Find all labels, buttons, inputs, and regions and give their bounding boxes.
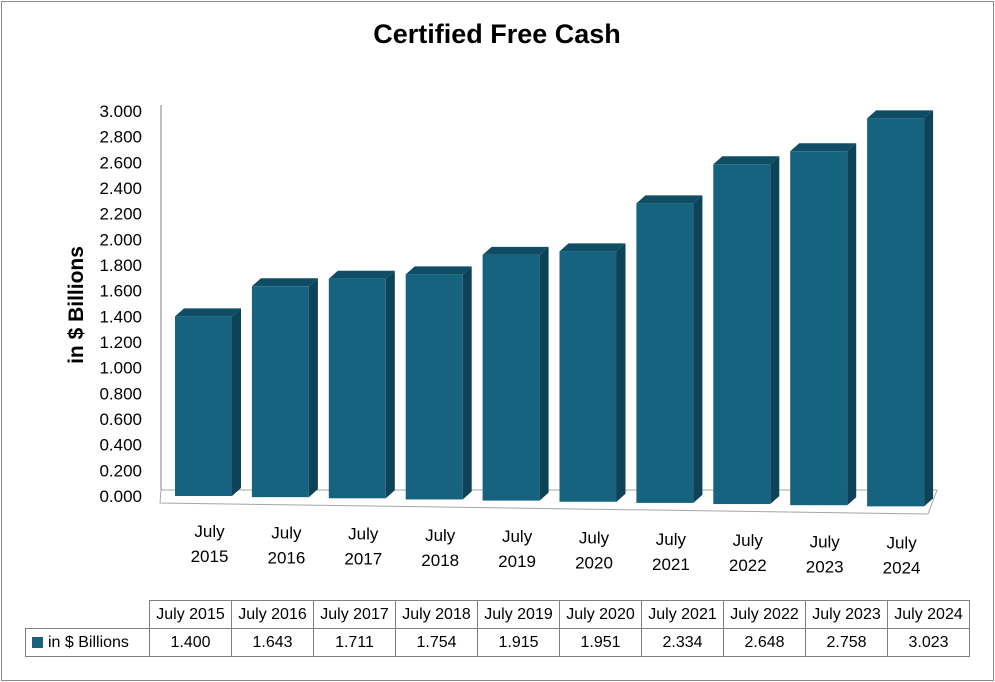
bar bbox=[405, 266, 472, 500]
bar-top bbox=[713, 156, 780, 165]
bar-top bbox=[636, 195, 703, 204]
chart-title: Certified Free Cash bbox=[373, 19, 621, 49]
data-table-cell: 1.951 bbox=[559, 628, 642, 657]
bar-front bbox=[790, 151, 848, 506]
data-table-corner bbox=[26, 601, 150, 629]
y-tick-label: 3.000 bbox=[99, 102, 142, 121]
y-tick-label: 0.000 bbox=[99, 487, 142, 506]
data-table-value-row: in $ Billions 1.400 1.643 1.711 1.754 1.… bbox=[25, 628, 970, 657]
x-tick-label: July 2019 bbox=[498, 527, 536, 571]
data-table-cell: 2.334 bbox=[641, 628, 724, 657]
data-table-header: July 2023 bbox=[805, 600, 888, 629]
data-table-cell: 1.754 bbox=[395, 628, 478, 657]
data-table-header-row: July 2015 July 2016 July 2017 July 2018 … bbox=[26, 600, 970, 629]
data-table-cell: 3.023 bbox=[887, 628, 970, 657]
y-axis-title: in $ Billions bbox=[65, 246, 88, 364]
bar bbox=[482, 246, 549, 501]
bar-front bbox=[867, 118, 925, 507]
y-tick-label: 0.200 bbox=[99, 461, 142, 480]
data-table-header: July 2018 bbox=[395, 600, 478, 629]
y-tick-label: 1.000 bbox=[99, 359, 142, 378]
y-tick-label: 0.800 bbox=[99, 384, 142, 403]
data-table-header: July 2020 bbox=[559, 600, 642, 629]
data-table-header: July 2024 bbox=[887, 600, 970, 629]
data-table-cell: 1.643 bbox=[231, 628, 314, 657]
bar-side bbox=[924, 110, 934, 507]
legend-series-name: in $ Billions bbox=[48, 633, 129, 651]
bar bbox=[790, 143, 857, 506]
x-tick-label: July 2020 bbox=[575, 529, 613, 573]
bar-side bbox=[232, 308, 241, 496]
bar-side bbox=[308, 278, 318, 498]
bar-front bbox=[251, 286, 309, 498]
data-table-cell: 1.915 bbox=[477, 628, 560, 657]
y-tick-label: 2.000 bbox=[99, 230, 142, 249]
bar bbox=[636, 195, 703, 503]
bar bbox=[251, 278, 318, 498]
data-table-header: July 2016 bbox=[231, 600, 314, 629]
bar-front bbox=[405, 274, 463, 500]
bar-front bbox=[636, 203, 694, 503]
x-tick-label: July 2015 bbox=[191, 522, 229, 566]
y-tick-label: 1.400 bbox=[99, 307, 142, 326]
x-tick-labels: July 2015 July 2016 July 2017 July 2018 July 2019… bbox=[191, 522, 921, 578]
y-tick-label: 0.600 bbox=[99, 410, 142, 429]
bar bbox=[328, 270, 395, 499]
y-tick-label: 1.200 bbox=[99, 333, 142, 352]
y-tick-label: 0.400 bbox=[99, 436, 142, 455]
bar-side bbox=[770, 156, 780, 505]
bar-top bbox=[405, 266, 472, 275]
bar-side bbox=[385, 270, 395, 499]
bar bbox=[559, 243, 626, 502]
data-table-cell: 1.711 bbox=[313, 628, 396, 657]
legend-key-swatch bbox=[32, 636, 43, 648]
data-table-header: July 2017 bbox=[313, 600, 396, 629]
bar-side bbox=[462, 266, 472, 500]
data-table-header: July 2022 bbox=[723, 600, 806, 629]
bar-side bbox=[616, 243, 626, 502]
x-tick-label: July 2017 bbox=[344, 525, 382, 569]
bar bbox=[713, 156, 780, 505]
x-tick-label: July 2021 bbox=[652, 530, 690, 574]
y-tick-label: 2.800 bbox=[99, 128, 142, 147]
y-tick-label: 1.600 bbox=[99, 282, 142, 301]
x-tick-label: July 2023 bbox=[806, 532, 844, 576]
bar-top bbox=[867, 110, 934, 119]
bar-series bbox=[175, 110, 934, 507]
bar-side bbox=[539, 246, 549, 501]
x-tick-label: July 2024 bbox=[883, 534, 921, 578]
bar-side bbox=[847, 143, 857, 506]
bar bbox=[867, 110, 934, 507]
data-table: July 2015 July 2016 July 2017 July 2018 … bbox=[25, 600, 970, 657]
y-tick-label: 2.600 bbox=[99, 153, 142, 172]
bar-top bbox=[559, 243, 626, 252]
data-table-series-label: in $ Billions bbox=[25, 628, 150, 657]
data-table-cell: 1.400 bbox=[149, 628, 232, 657]
bar-top bbox=[251, 278, 318, 287]
bar-front bbox=[559, 251, 617, 502]
x-tick-label: July 2018 bbox=[421, 526, 459, 570]
bar-top bbox=[482, 246, 549, 255]
y-tick-label: 2.200 bbox=[99, 205, 142, 224]
data-table-header: July 2021 bbox=[641, 600, 724, 629]
data-table-header: July 2015 bbox=[149, 600, 232, 629]
y-tick-label: 2.400 bbox=[99, 179, 142, 198]
y-tick-labels: 0.000 0.200 0.400 0.600 0.800 1.000 1.200 1.400… bbox=[99, 102, 142, 506]
bar-top bbox=[328, 270, 395, 279]
data-table-cell: 2.648 bbox=[723, 628, 806, 657]
x-tick-label: July 2022 bbox=[729, 531, 767, 575]
bar bbox=[175, 308, 241, 496]
bar-top bbox=[790, 143, 857, 152]
data-table-cell: 2.758 bbox=[805, 628, 888, 657]
bar-side bbox=[693, 195, 703, 503]
bar-front bbox=[713, 164, 771, 505]
bar-top bbox=[175, 308, 241, 317]
x-tick-label: July 2016 bbox=[267, 523, 305, 567]
bar-chart: Certified Free Cash in $ Billions 0.0000… bbox=[65, 19, 938, 578]
bar-front bbox=[328, 278, 386, 499]
y-tick-label: 1.800 bbox=[99, 256, 142, 275]
bar-front bbox=[482, 254, 540, 501]
data-table-header: July 2019 bbox=[477, 600, 560, 629]
bar-front bbox=[175, 316, 232, 496]
